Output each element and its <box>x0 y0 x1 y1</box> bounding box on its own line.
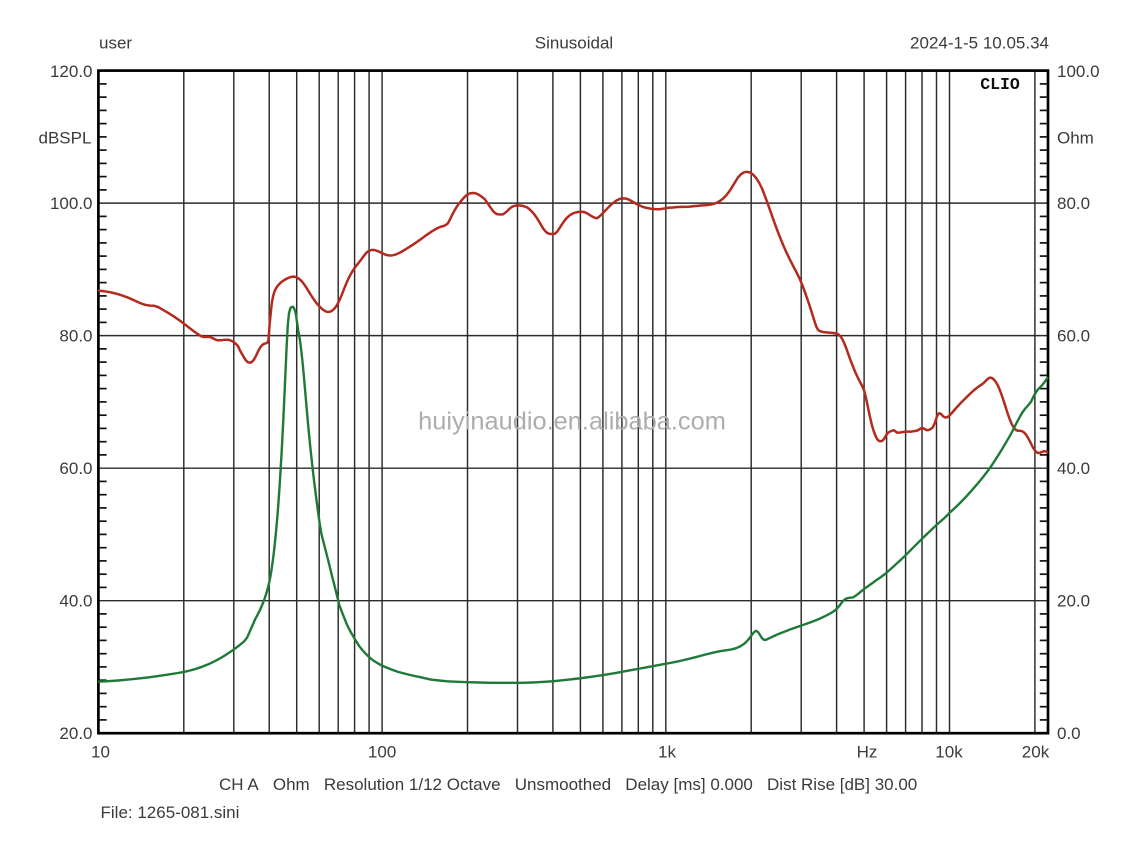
svg-text:user: user <box>99 34 132 53</box>
svg-text:20k: 20k <box>1022 743 1050 762</box>
svg-text:100: 100 <box>368 743 396 762</box>
svg-text:huiyinaudio.en.alibaba.com: huiyinaudio.en.alibaba.com <box>418 408 726 436</box>
svg-text:100.0: 100.0 <box>50 194 93 213</box>
svg-text:File: 1265-081.sini: File: 1265-081.sini <box>101 803 240 822</box>
svg-text:40.0: 40.0 <box>1057 459 1090 478</box>
svg-text:120.0: 120.0 <box>50 62 93 81</box>
svg-text:80.0: 80.0 <box>59 327 92 346</box>
svg-text:1k: 1k <box>658 743 676 762</box>
svg-text:10: 10 <box>91 743 110 762</box>
svg-text:Sinusoidal: Sinusoidal <box>535 34 613 53</box>
svg-text:80.0: 80.0 <box>1057 194 1090 213</box>
svg-text:2024-1-5 10.05.34: 2024-1-5 10.05.34 <box>910 34 1049 53</box>
svg-text:20.0: 20.0 <box>1057 592 1090 611</box>
svg-text:CLIO: CLIO <box>980 75 1020 94</box>
svg-text:dBSPL: dBSPL <box>39 129 92 148</box>
svg-text:40.0: 40.0 <box>59 592 92 611</box>
svg-text:0.0: 0.0 <box>1057 724 1081 743</box>
svg-text:CH A Ohm Resolution 1/12 O: CH A Ohm Resolution 1/12 Octave Unsmooth… <box>219 775 917 794</box>
svg-text:Hz: Hz <box>857 743 878 762</box>
svg-text:10k: 10k <box>935 743 963 762</box>
svg-text:Ohm: Ohm <box>1057 129 1094 148</box>
svg-text:100.0: 100.0 <box>1057 62 1100 81</box>
svg-text:60.0: 60.0 <box>59 459 92 478</box>
svg-text:20.0: 20.0 <box>59 724 92 743</box>
svg-text:60.0: 60.0 <box>1057 327 1090 346</box>
